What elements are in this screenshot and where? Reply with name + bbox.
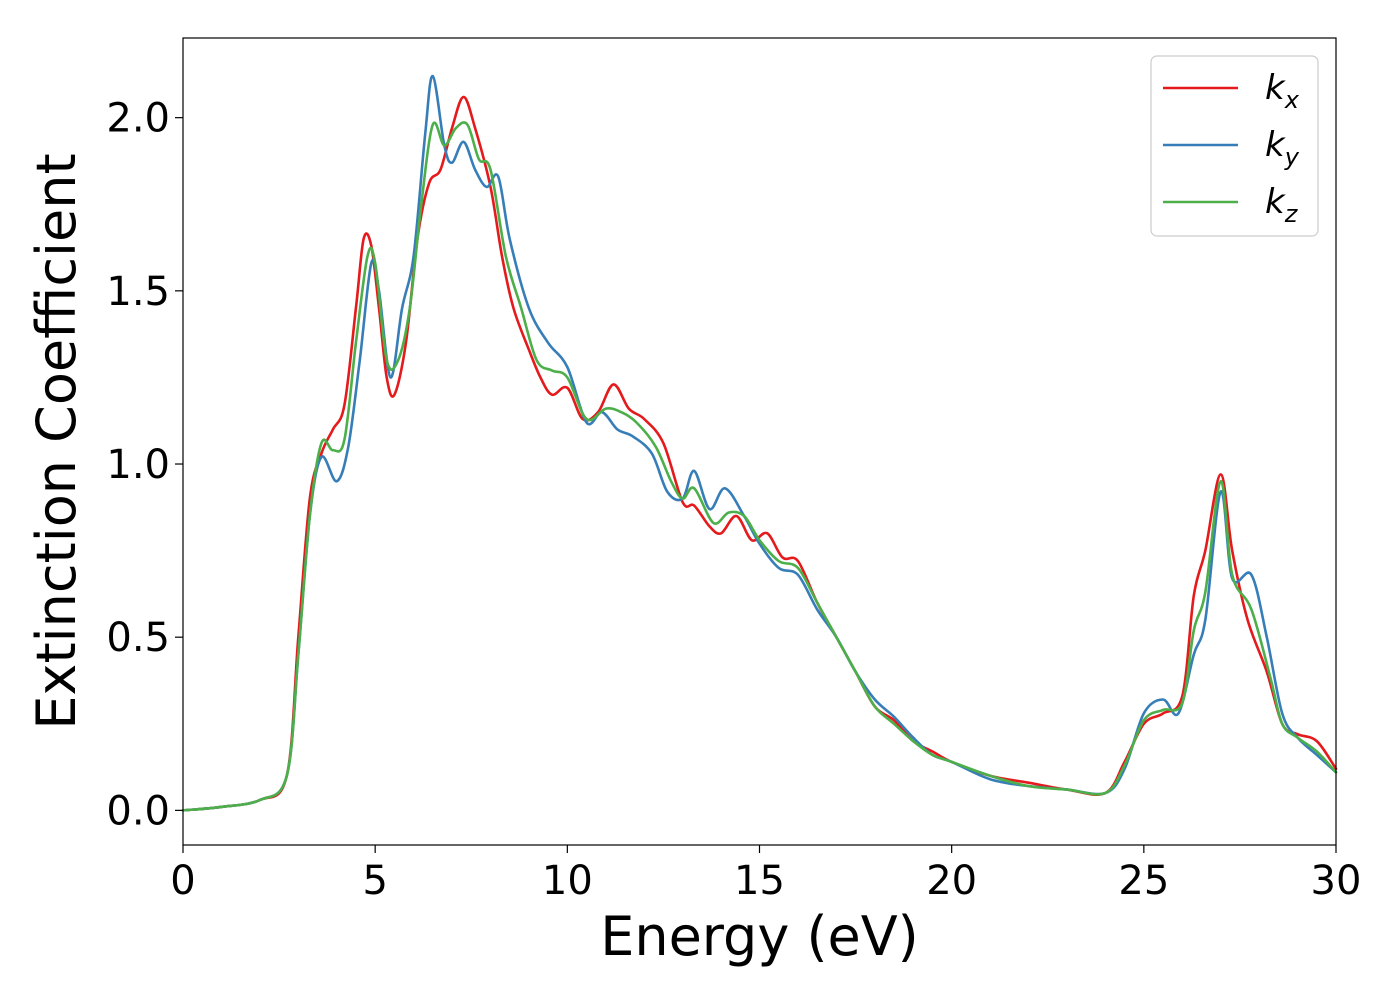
series-line-kz: [181, 121, 1338, 812]
y-tick-label: 0.5: [106, 615, 170, 661]
y-tick-label: 0.0: [106, 788, 170, 834]
x-tick-label: 0: [170, 858, 195, 904]
x-tick-label: 15: [734, 858, 785, 904]
x-tick-label: 10: [542, 858, 593, 904]
x-tick-label: 20: [926, 858, 977, 904]
x-axis-label: Energy (eV): [600, 905, 919, 968]
series-layer: [181, 74, 1338, 812]
y-tick-label: 1.5: [106, 269, 170, 315]
y-tick-label: 2.0: [106, 96, 170, 142]
y-axis-label: Extinction Coefficient: [25, 153, 88, 729]
x-tick-label: 5: [362, 858, 387, 904]
y-tick-label: 1.0: [106, 442, 170, 488]
series-line-kx: [181, 95, 1338, 812]
x-axis: 0 5 10 15 20 25 30: [170, 845, 1361, 904]
plot-area: [183, 38, 1336, 845]
x-tick-label: 25: [1118, 858, 1169, 904]
y-axis: 0.0 0.5 1.0 1.5 2.0: [106, 96, 183, 834]
x-tick-label: 30: [1311, 858, 1362, 904]
